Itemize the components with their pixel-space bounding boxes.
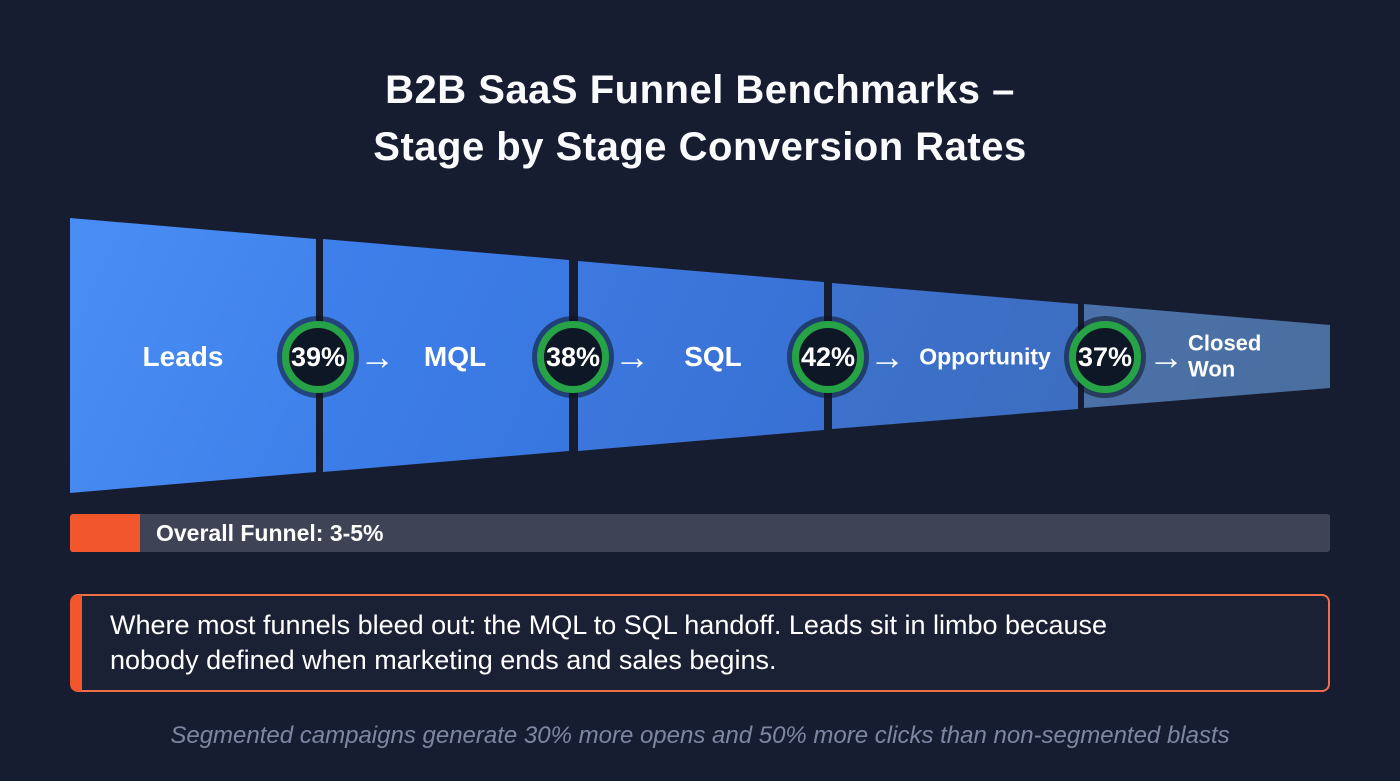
title-line-1: B2B SaaS Funnel Benchmarks – — [385, 68, 1015, 112]
overall-funnel-track: Overall Funnel: 3-5% — [140, 514, 1330, 552]
page-title: B2B SaaS Funnel Benchmarks – Stage by St… — [0, 62, 1400, 176]
conversion-value: 37% — [1077, 341, 1133, 372]
stage-label-sql: SQL — [684, 341, 742, 372]
insight-callout-box: Where most funnels bleed out: the MQL to… — [70, 594, 1330, 692]
arrow-right-icon: → — [1148, 336, 1184, 377]
conversion-value: 42% — [800, 341, 856, 372]
insight-callout-text: Where most funnels bleed out: the MQL to… — [110, 609, 1108, 675]
title-line-2: Stage by Stage Conversion Rates — [373, 124, 1027, 169]
footnote-text: Segmented campaigns generate 30% more op… — [170, 722, 1230, 749]
stage-label-leads: Leads — [142, 341, 224, 372]
funnel-chart: Leads MQL SQL Opportunity Closed Won 39%… — [70, 218, 1330, 494]
stage-label-closed-won: Closed Won — [1188, 330, 1262, 382]
stage-label-mql: MQL — [423, 341, 487, 372]
overall-funnel-accent-block — [70, 514, 140, 552]
conversion-value: 39% — [290, 341, 346, 372]
stage-label-opportunity: Opportunity — [919, 343, 1051, 370]
arrow-right-icon: → — [614, 336, 650, 377]
conversion-badge-mql-to-sql: 38% — [537, 321, 609, 393]
funnel-segment-mql — [323, 239, 569, 472]
conversion-badge-leads-to-mql: 39% — [282, 321, 354, 393]
conversion-badge-sql-to-opportunity: 42% — [792, 321, 864, 393]
conversion-value: 38% — [545, 341, 601, 372]
conversion-badge-opportunity-to-closed-won: 37% — [1069, 321, 1141, 393]
funnel-segment-opportunity — [832, 283, 1078, 429]
funnel-segment-leads — [70, 218, 316, 493]
funnel-segment-sql — [578, 261, 824, 451]
arrow-right-icon: → — [869, 336, 905, 377]
overall-funnel-label: Overall Funnel: 3-5% — [156, 519, 384, 546]
overall-funnel-bar: Overall Funnel: 3-5% — [70, 514, 1330, 552]
arrow-right-icon: → — [359, 336, 395, 377]
